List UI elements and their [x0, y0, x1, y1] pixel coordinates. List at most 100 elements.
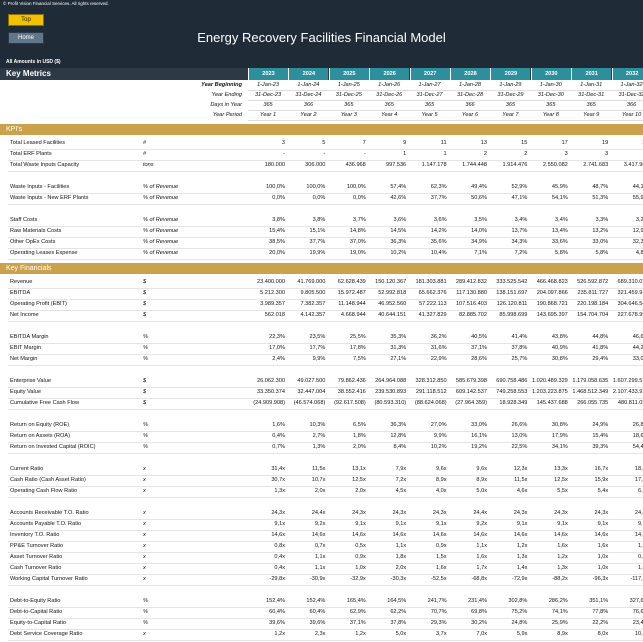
- cell: 1,6x: [557, 543, 568, 549]
- row-rule: [8, 364, 643, 366]
- cell: -29,8x: [269, 576, 285, 582]
- cell: 0,8x: [274, 543, 285, 549]
- cell: 204.097.866: [536, 290, 568, 296]
- cell: 8,4%: [393, 444, 407, 450]
- section-header: KPI's: [0, 124, 643, 135]
- cell: 152,4%: [306, 598, 326, 604]
- cell: 1,3x: [516, 554, 528, 560]
- cell: 264.964.088: [375, 378, 407, 384]
- cell: 227.678.991: [617, 312, 643, 318]
- cell: 14,6x: [432, 532, 447, 538]
- cell: 38,5%: [269, 239, 285, 245]
- cell: 26,6%: [511, 422, 528, 428]
- cell: 1.147.178: [421, 162, 447, 168]
- cell: 42,6%: [390, 195, 407, 201]
- timeline-cell: 31-Dec-27: [416, 92, 443, 98]
- cell: 10,2%: [430, 444, 447, 450]
- cell: 14,6x: [271, 532, 285, 538]
- cell: 1,8x: [395, 554, 407, 560]
- cell: -: [363, 151, 366, 157]
- cell: 9.805.500: [300, 290, 326, 296]
- timeline-cell: 365: [263, 102, 273, 108]
- cell: 5,9x: [516, 631, 528, 637]
- cell: 39,6%: [309, 620, 326, 626]
- cell: 3,5%: [474, 217, 487, 223]
- cell: -32,9x: [350, 576, 366, 582]
- row-rule: [8, 452, 643, 454]
- row-label: Operating Cash Flow Ratio: [10, 488, 78, 494]
- row-rule: [248, 100, 643, 101]
- row-label: Operating Leases Expense: [10, 250, 78, 256]
- cell: 7,9x: [395, 466, 407, 472]
- cell: 302,8%: [508, 598, 528, 604]
- cell: 9,1x: [274, 521, 285, 527]
- cell: 0,0%: [353, 195, 366, 201]
- cell: 36,3%: [390, 422, 407, 428]
- timeline-cell: Year 4: [381, 112, 398, 118]
- cell: 32.447.004: [297, 389, 326, 395]
- cell: 7,0x: [476, 631, 487, 637]
- row-rule: [8, 397, 643, 399]
- cell: 466.468.823: [536, 279, 568, 285]
- row-rule: [8, 386, 643, 388]
- section-header: Key Financials: [0, 263, 643, 274]
- timeline-cell: 366: [303, 102, 314, 108]
- row-unit: x: [143, 466, 146, 472]
- row-unit: % of Revenue: [143, 195, 179, 201]
- row-label: Equity-to-Capital Ratio: [10, 620, 66, 626]
- cell: 997.536: [385, 162, 407, 168]
- cell: 24,3x: [554, 510, 568, 516]
- row-label: Staff Costs: [10, 217, 38, 223]
- row-label: Equity Value: [10, 389, 41, 395]
- row-label: Inventory T.O. Ratio: [10, 532, 60, 538]
- row-unit: $: [143, 301, 147, 307]
- cell: 41,4%: [511, 334, 528, 340]
- row-label: Net Margin: [10, 356, 38, 362]
- cell: 241,7%: [427, 598, 447, 604]
- cell: 321.459.914: [617, 290, 643, 296]
- cell: 46.952.560: [378, 301, 407, 307]
- row-rule: [248, 90, 643, 91]
- timeline-cell: 31-Dec-26: [376, 92, 403, 98]
- row-unit: $: [143, 400, 147, 406]
- timeline-cell: 1-Jan-25: [337, 82, 360, 88]
- cell: 34,9%: [471, 239, 487, 245]
- cell: 41.327.829: [418, 312, 447, 318]
- cell: 4: [612, 149, 643, 160]
- timeline-cell: Year 2: [300, 112, 317, 118]
- row-label: Total Waste Inputs Capacity: [10, 162, 80, 168]
- cell: 13,0%: [511, 433, 528, 439]
- cell: (46.574.068): [293, 400, 326, 406]
- cell: 1,9x: [638, 543, 643, 549]
- cell: 9,1x: [355, 521, 366, 527]
- cell: 4.668.944: [340, 312, 366, 318]
- row-unit: $: [143, 279, 147, 285]
- row-rule: [8, 485, 643, 487]
- row-rule: [8, 628, 643, 630]
- cell: 15,9x: [594, 477, 609, 483]
- cell: 5,0x: [395, 631, 407, 637]
- home-button[interactable]: Home: [8, 32, 44, 44]
- cell: 34,3%: [511, 239, 528, 245]
- cell: 3,8%: [312, 217, 326, 223]
- cell: 33,0%: [632, 356, 643, 362]
- cell: 24,3x: [271, 510, 285, 516]
- cell: 48,7%: [592, 184, 609, 190]
- cell: 19: [601, 140, 609, 146]
- cell: 40,5%: [471, 334, 487, 340]
- cell: 2,0x: [314, 488, 326, 494]
- cell: 436.968: [345, 162, 366, 168]
- cell: 14,6x: [554, 532, 568, 538]
- cell: 40,9%: [551, 345, 568, 351]
- cell: -68,8x: [471, 576, 487, 582]
- cell: 3: [281, 140, 285, 146]
- cell: 54,4%: [632, 444, 643, 450]
- cell: 220.198.184: [577, 301, 609, 307]
- top-button[interactable]: Top: [8, 14, 44, 26]
- cell: 26,8%: [632, 422, 643, 428]
- row-rule: [248, 110, 643, 111]
- timeline-cell: 366: [465, 102, 475, 108]
- row-unit: % of Revenue: [143, 228, 179, 234]
- cell: 1,0x: [597, 565, 609, 571]
